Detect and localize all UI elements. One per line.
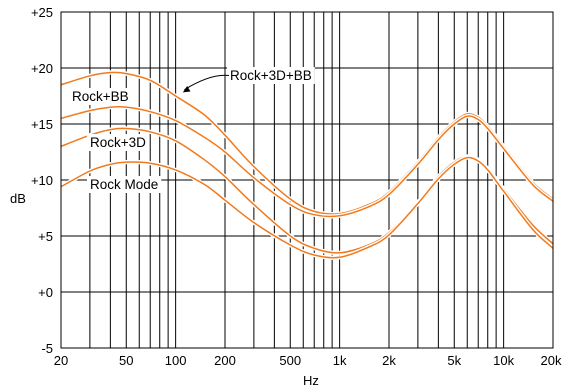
curve-rock-mode <box>60 156 554 259</box>
x-tick-label: 500 <box>279 353 301 368</box>
curve-rock-bb <box>60 105 554 218</box>
curve-labels: Rock+3D+BB Rock+BB Rock+3D Rock Mode <box>69 67 315 193</box>
y-tick-label: +20 <box>31 61 53 76</box>
y-tick-labels: +25 +20 +15 +10 +5 +0 -5 <box>31 5 53 356</box>
x-tick-labels: 20 50 100 200 500 1k 2k 5k 10k 20k <box>54 353 562 368</box>
y-tick-label: -5 <box>41 341 53 356</box>
y-tick-label: +5 <box>38 229 53 244</box>
x-tick-label: 5k <box>447 353 461 368</box>
annotation-arrow-line <box>184 74 230 91</box>
x-tick-label: 20k <box>541 353 562 368</box>
label-background <box>87 134 150 151</box>
label-rock-bb: Rock+BB <box>72 89 129 104</box>
label-rock-mode: Rock Mode <box>90 177 158 192</box>
label-background <box>87 176 162 193</box>
y-tick-label: +15 <box>31 117 53 132</box>
annotation-arrowhead <box>182 86 191 93</box>
label-background <box>69 88 132 105</box>
x-tick-label: 50 <box>119 353 133 368</box>
label-rock-3d: Rock+3D <box>90 135 146 150</box>
plot-frame <box>60 11 554 349</box>
y-tick-label: +0 <box>38 285 53 300</box>
x-tick-label: 10k <box>493 353 514 368</box>
response-curves <box>59 70 555 260</box>
x-tick-label: 1k <box>333 353 347 368</box>
x-axis-label: Hz <box>303 373 319 388</box>
y-tick-label: +10 <box>31 173 53 188</box>
x-tick-label: 2k <box>382 353 396 368</box>
x-tick-label: 20 <box>54 353 68 368</box>
x-tick-label: 100 <box>165 353 187 368</box>
label-background <box>227 67 315 84</box>
x-tick-label: 200 <box>214 353 236 368</box>
label-rock-3d-bb: Rock+3D+BB <box>230 68 312 83</box>
y-tick-label: +25 <box>31 5 53 20</box>
y-axis-label: dB <box>10 191 26 206</box>
